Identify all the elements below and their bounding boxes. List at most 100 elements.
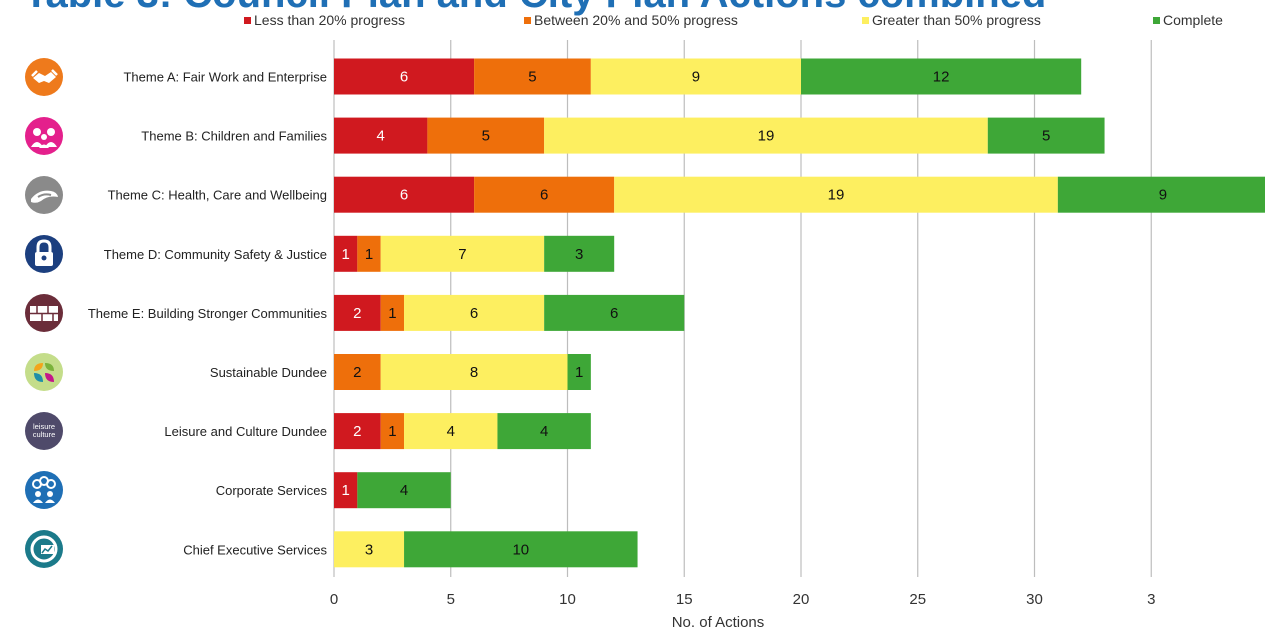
bar-segment bbox=[1057, 176, 1265, 213]
bar-segment bbox=[334, 176, 475, 213]
category-label: Theme A: Fair Work and Enterprise bbox=[123, 70, 327, 85]
bar-segment bbox=[380, 413, 405, 450]
legend: Less than 20% progress Between 20% and 50… bbox=[0, 12, 1265, 32]
leisure-culture-logo-icon: leisure culture bbox=[24, 411, 64, 451]
bar-segment bbox=[404, 531, 638, 568]
category-label: Theme E: Building Stronger Communities bbox=[88, 306, 328, 321]
bar-value-label: 12 bbox=[933, 69, 950, 86]
bar-segment bbox=[404, 294, 545, 331]
category-label: Chief Executive Services bbox=[183, 542, 327, 557]
bar-value-label: 4 bbox=[400, 482, 408, 499]
x-tick-label: 5 bbox=[447, 591, 455, 608]
legend-swatch bbox=[524, 16, 531, 24]
bar-value-label: 1 bbox=[575, 364, 583, 381]
bar-segment bbox=[334, 58, 475, 95]
bar-segment bbox=[801, 58, 1082, 95]
x-tick-label: 0 bbox=[330, 591, 338, 608]
svg-text:culture: culture bbox=[33, 430, 56, 439]
legend-item: Less than 20% progress bbox=[244, 12, 405, 28]
legend-label: Less than 20% progress bbox=[254, 12, 405, 28]
bar-value-label: 6 bbox=[540, 187, 548, 204]
category-label: Sustainable Dundee bbox=[210, 365, 327, 380]
padlock-icon bbox=[24, 234, 64, 274]
bar-value-label: 1 bbox=[342, 482, 350, 499]
bar-segment bbox=[590, 58, 801, 95]
bar-segment bbox=[497, 413, 591, 450]
chart-scroll-icon bbox=[24, 529, 64, 569]
category-label: Theme D: Community Safety & Justice bbox=[104, 247, 327, 262]
bar-value-label: 6 bbox=[470, 305, 478, 322]
svg-text:leisure: leisure bbox=[33, 422, 55, 431]
bar-segment bbox=[334, 472, 358, 509]
bar-segment bbox=[357, 235, 381, 272]
handshake-icon bbox=[24, 57, 64, 97]
bar-value-label: 1 bbox=[365, 246, 373, 263]
legend-swatch bbox=[862, 16, 869, 24]
x-tick-label: 15 bbox=[676, 591, 693, 608]
bar-segment bbox=[544, 294, 685, 331]
bar-value-label: 3 bbox=[575, 246, 583, 263]
bar-value-label: 6 bbox=[400, 69, 408, 86]
family-icon bbox=[24, 116, 64, 156]
x-tick-label: 25 bbox=[909, 591, 926, 608]
category-label: Leisure and Culture Dundee bbox=[164, 424, 327, 439]
bar-value-label: 9 bbox=[692, 69, 700, 86]
bar-value-label: 6 bbox=[610, 305, 618, 322]
bar-value-label: 19 bbox=[828, 187, 845, 204]
bar-segment bbox=[614, 176, 1058, 213]
bar-segment bbox=[380, 294, 405, 331]
brick-wall-icon bbox=[24, 293, 64, 333]
legend-label: Between 20% and 50% progress bbox=[534, 12, 738, 28]
bar-segment bbox=[474, 176, 615, 213]
bar-segment bbox=[334, 235, 358, 272]
bar-value-label: 10 bbox=[512, 541, 529, 558]
category-label: Theme B: Children and Families bbox=[141, 129, 327, 144]
legend-label: Complete bbox=[1163, 12, 1223, 28]
legend-item: Greater than 50% progress bbox=[862, 12, 1041, 28]
bar-segment bbox=[334, 117, 428, 154]
bar-value-label: 1 bbox=[388, 305, 396, 322]
bar-segment bbox=[334, 531, 405, 568]
legend-item: Complete bbox=[1153, 12, 1223, 28]
chart-title: Table 3: Council Plan and City Plan Acti… bbox=[24, 0, 1046, 16]
bar-segment bbox=[334, 354, 381, 390]
bar-value-label: 5 bbox=[1042, 128, 1050, 145]
bar-value-label: 9 bbox=[1159, 187, 1167, 204]
gears-people-icon bbox=[24, 470, 64, 510]
bar-value-label: 5 bbox=[482, 128, 490, 145]
bar-value-label: 4 bbox=[540, 423, 548, 440]
x-axis-title: No. of Actions bbox=[672, 614, 765, 629]
bar-value-label: 19 bbox=[758, 128, 775, 145]
bar-segment bbox=[474, 58, 591, 95]
legend-swatch bbox=[1153, 16, 1160, 24]
sustainability-icon bbox=[24, 352, 64, 392]
x-tick-label: 10 bbox=[559, 591, 576, 608]
legend-item: Between 20% and 50% progress bbox=[524, 12, 738, 28]
bar-segment bbox=[544, 117, 988, 154]
bar-segment bbox=[404, 413, 498, 450]
bar-value-label: 2 bbox=[353, 423, 361, 440]
bar-segment bbox=[380, 354, 568, 390]
category-label: Corporate Services bbox=[216, 483, 328, 498]
bar-segment bbox=[334, 294, 381, 331]
bar-value-label: 2 bbox=[353, 305, 361, 322]
bar-value-label: 2 bbox=[353, 364, 361, 381]
bar-value-label: 8 bbox=[470, 364, 478, 381]
caring-hands-icon bbox=[24, 175, 64, 215]
category-label: Theme C: Health, Care and Wellbeing bbox=[108, 188, 327, 203]
bar-value-label: 5 bbox=[528, 69, 536, 86]
bar-value-label: 4 bbox=[447, 423, 455, 440]
bar-value-label: 1 bbox=[388, 423, 396, 440]
x-tick-label: 30 bbox=[1026, 591, 1043, 608]
bar-value-label: 4 bbox=[377, 128, 385, 145]
legend-swatch bbox=[244, 16, 251, 24]
bar-value-label: 3 bbox=[365, 541, 373, 558]
x-tick-label: 3 bbox=[1147, 591, 1155, 608]
bar-segment bbox=[987, 117, 1105, 154]
bar-value-label: 7 bbox=[458, 246, 466, 263]
legend-label: Greater than 50% progress bbox=[872, 12, 1041, 28]
bar-segment bbox=[427, 117, 545, 154]
bar-segment bbox=[544, 235, 615, 272]
bar-value-label: 6 bbox=[400, 187, 408, 204]
